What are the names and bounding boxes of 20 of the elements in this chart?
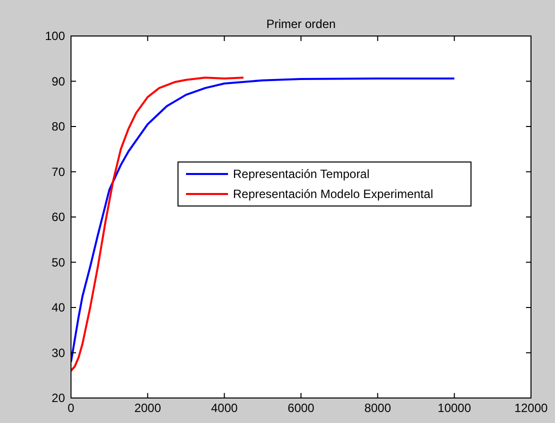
x-tick-label: 0 [68,401,75,415]
y-tick-label: 80 [52,120,66,134]
y-tick-label: 100 [44,29,66,43]
legend-label: Representación Modelo Experimental [233,187,434,201]
x-tick-label: 4000 [210,401,238,415]
legend-label: Representación Temporal [233,167,370,181]
x-tick-label: 2000 [134,401,162,415]
y-tick-label: 40 [52,300,66,314]
y-tick-label: 90 [52,74,66,88]
y-tick-label: 70 [52,164,66,179]
y-tick-label: 50 [52,255,66,270]
line-series [71,78,456,363]
x-tick-label: 12000 [514,401,548,415]
x-tick-label: 10000 [438,401,472,415]
y-tick-label: 20 [52,391,66,405]
x-tick-label: 8000 [364,401,392,415]
y-tick-label: 30 [52,346,66,360]
chart-title: Primer orden [266,17,336,31]
x-tick-label: 6000 [288,401,315,415]
y-tick-label: 60 [52,210,66,224]
